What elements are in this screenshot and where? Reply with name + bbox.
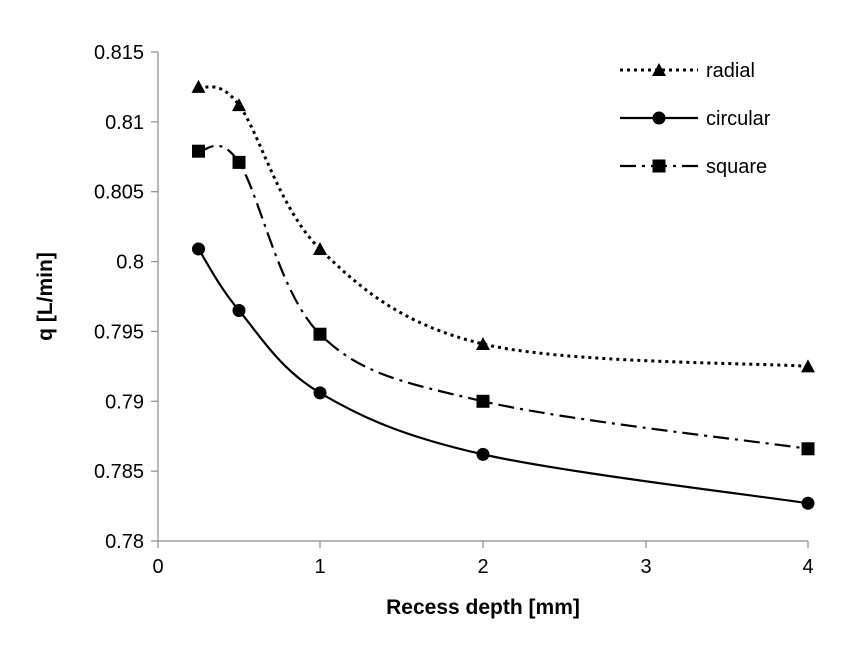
axes: 0.78 0.785 0.79 0.795 0.8 0.805 0.81 0.815 0 1 2 3… (94, 42, 814, 578)
legend: radial circular square (620, 60, 771, 178)
data-point-square (192, 144, 205, 158)
series-circular (192, 242, 815, 510)
y-tick-label: 0.795 (94, 321, 144, 343)
x-axis-title: Recess depth [mm] (386, 596, 580, 619)
series-line-radial (197, 85, 809, 368)
y-tick-label: 0.79 (105, 391, 144, 413)
y-tick-label: 0.805 (94, 182, 144, 204)
data-point-circle (192, 242, 205, 256)
y-tick-label: 0.815 (94, 42, 144, 64)
data-point-circle (476, 447, 490, 461)
series-line-square (198, 144, 809, 450)
series-line-circular (197, 248, 809, 505)
x-tick-label: 3 (640, 556, 651, 578)
legend-item-square: square (620, 156, 767, 178)
data-point-square (232, 155, 246, 169)
legend-marker (652, 63, 666, 76)
data-point-triangle (801, 359, 815, 373)
x-tick-label: 4 (802, 556, 813, 578)
data-point-triangle (313, 241, 327, 255)
y-tick-label: 0.785 (94, 461, 144, 483)
data-point-circle (801, 496, 815, 510)
data-point-triangle (476, 337, 490, 351)
x-tick-label: 2 (477, 556, 488, 578)
legend-label: square (706, 156, 767, 178)
data-point-square (313, 327, 327, 341)
legend-item-radial: radial (620, 60, 755, 82)
data-point-circle (313, 386, 327, 400)
data-point-triangle (232, 98, 246, 112)
legend-label: radial (706, 60, 755, 82)
data-point-square (801, 442, 815, 456)
legend-item-circular: circular (620, 108, 771, 130)
series-radial (191, 79, 815, 373)
y-axis-title: q [L/min] (34, 252, 57, 341)
data-point-circle (232, 303, 246, 317)
series-layer (191, 79, 815, 510)
legend-label: circular (706, 108, 771, 130)
x-tick-label: 0 (152, 556, 163, 578)
series-square (192, 144, 815, 456)
x-ticks: 0 1 2 3 4 (152, 541, 814, 578)
data-point-square (476, 394, 490, 408)
y-ticks: 0.78 0.785 0.79 0.795 0.8 0.805 0.81 0.815 (94, 42, 158, 553)
y-tick-label: 0.81 (105, 112, 144, 134)
data-point-triangle (191, 79, 206, 93)
y-tick-label: 0.78 (105, 531, 144, 553)
legend-marker (652, 159, 666, 173)
y-tick-label: 0.8 (116, 252, 144, 274)
legend-marker (652, 111, 666, 125)
x-tick-label: 1 (314, 556, 325, 578)
